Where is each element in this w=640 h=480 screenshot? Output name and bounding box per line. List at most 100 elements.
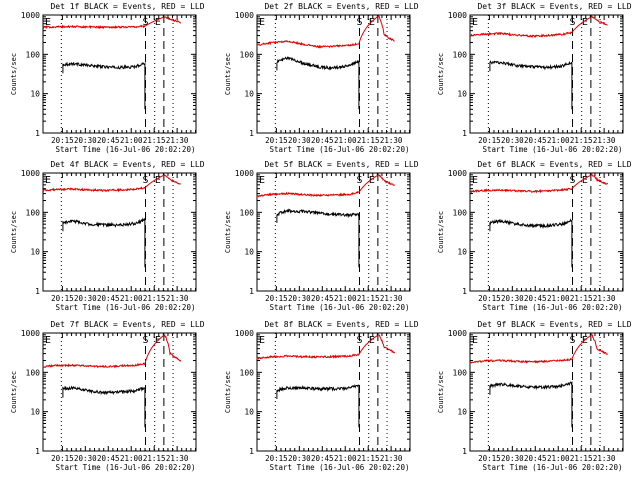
y-tick-label: 100 [453,368,468,377]
chart-panel-det-6: Det 6f BLACK = Events, RED = LLD 1 10 100 10… [437,160,632,312]
y-tick-label: 1 [462,129,467,138]
events-series-line [489,218,573,268]
x-tick-label: 20:45 [97,454,120,463]
lld-series-line [42,16,182,30]
start-marker-label: S [357,17,363,28]
x-axis-label: Start Time (16-Jul-06 20:02:20) [270,303,410,312]
x-tick-label: 20:30 [501,136,524,145]
edge-marker-label: E [472,175,478,186]
x-tick-label: 20:15 [51,136,74,145]
y-axis-label: Counts/sec [10,53,18,95]
end-marker-label: E [369,17,375,28]
x-tick-label: 20:15 [478,454,501,463]
x-tick-label: 20:15 [51,454,74,463]
x-tick-label: 20:15 [478,294,501,303]
end-marker-label: E [582,175,588,186]
y-axis-label: Counts/sec [224,211,232,253]
x-tick-label: 21:30 [593,136,616,145]
plot-frame [256,172,411,292]
y-tick-label: 1000 [235,11,254,20]
x-tick-label: 20:45 [97,294,120,303]
y-tick-label: 10 [457,248,467,257]
x-axis-label: Start Time (16-Jul-06 20:02:20) [56,145,196,154]
plot-frame [42,172,197,292]
y-tick-label: 1 [249,287,254,296]
edge-marker-label: E [259,175,265,186]
y-tick-label: 1000 [448,329,467,338]
x-tick-label: 21:30 [380,294,403,303]
chart-panel-det-3: Det 3f BLACK = Events, RED = LLD 1 10 100 10… [437,2,632,154]
x-tick-label: 20:45 [311,136,334,145]
y-tick-label: 10 [457,408,467,417]
x-tick-label: 21:00 [547,454,570,463]
plot-frame [256,14,411,134]
y-tick-label: 1000 [21,329,40,338]
y-tick-label: 100 [453,50,468,59]
x-tick-label: 21:00 [547,294,570,303]
x-tick-label: 21:15 [357,136,380,145]
x-tick-label: 20:30 [288,454,311,463]
events-series-line [489,380,573,428]
x-tick-label: 21:15 [570,294,593,303]
edge-marker-label: E [45,175,51,186]
y-tick-label: 1 [35,129,40,138]
y-axis-label: Counts/sec [224,371,232,413]
lld-series-line [42,334,182,369]
events-series-line [276,384,360,428]
x-tick-label: 21:30 [593,294,616,303]
events-series-line [276,56,360,110]
x-tick-label: 21:15 [143,294,166,303]
x-tick-label: 21:00 [334,454,357,463]
y-tick-label: 1 [249,447,254,456]
x-tick-label: 20:15 [51,294,74,303]
lld-series-line [469,173,609,194]
y-axis-label: Counts/sec [10,211,18,253]
chart-panel-det-5: Det 5f BLACK = Events, RED = LLD 1 10 100 10… [224,160,419,312]
chart-panel-det-8: Det 8f BLACK = Events, RED = LLD 1 10 100 10… [224,320,419,472]
chart-panel-det-7: Det 7f BLACK = Events, RED = LLD 1 10 100 10… [10,320,205,472]
y-tick-label: 10 [30,408,40,417]
x-axis-label: Start Time (16-Jul-06 20:02:20) [483,303,623,312]
x-tick-label: 20:30 [74,294,97,303]
y-tick-label: 100 [453,208,468,217]
chart-title: Det 5f BLACK = Events, RED = LLD [264,160,418,169]
chart-title: Det 3f BLACK = Events, RED = LLD [477,2,631,11]
start-marker-label: S [143,175,149,186]
events-series-line [62,385,146,428]
chart-title: Det 8f BLACK = Events, RED = LLD [264,320,418,329]
y-tick-label: 1000 [21,11,40,20]
x-tick-label: 20:45 [97,136,120,145]
x-tick-label: 20:45 [524,294,547,303]
y-tick-label: 1 [462,287,467,296]
y-tick-label: 10 [244,90,254,99]
chart-title: Det 9f BLACK = Events, RED = LLD [477,320,631,329]
x-tick-label: 20:30 [501,294,524,303]
x-axis-label: Start Time (16-Jul-06 20:02:20) [56,303,196,312]
x-tick-label: 20:30 [74,454,97,463]
edge-marker-label: E [45,335,51,346]
x-axis-label: Start Time (16-Jul-06 20:02:20) [483,145,623,154]
chart-panel-det-1: Det 1f BLACK = Events, RED = LLD 1 10 100 10… [10,2,205,154]
chart-title: Det 2f BLACK = Events, RED = LLD [264,2,418,11]
start-marker-label: S [570,175,576,186]
chart-panel-det-9: Det 9f BLACK = Events, RED = LLD 1 10 100 10… [437,320,632,472]
x-tick-label: 20:15 [478,136,501,145]
x-tick-label: 21:30 [380,136,403,145]
x-tick-label: 21:30 [166,294,189,303]
lld-series-line [256,174,396,198]
edge-marker-label: E [472,17,478,28]
y-tick-label: 100 [26,368,41,377]
edge-marker-label: E [472,335,478,346]
x-tick-label: 20:30 [74,136,97,145]
y-axis-label: Counts/sec [437,371,445,413]
plot-frame [256,332,411,452]
end-marker-label: E [155,17,161,28]
x-tick-label: 21:00 [120,294,143,303]
start-marker-label: S [143,335,149,346]
x-tick-label: 21:15 [357,294,380,303]
y-tick-label: 10 [244,408,254,417]
x-tick-label: 21:15 [357,454,380,463]
y-tick-label: 100 [240,368,255,377]
plot-frame [42,332,197,452]
x-tick-label: 21:15 [570,454,593,463]
